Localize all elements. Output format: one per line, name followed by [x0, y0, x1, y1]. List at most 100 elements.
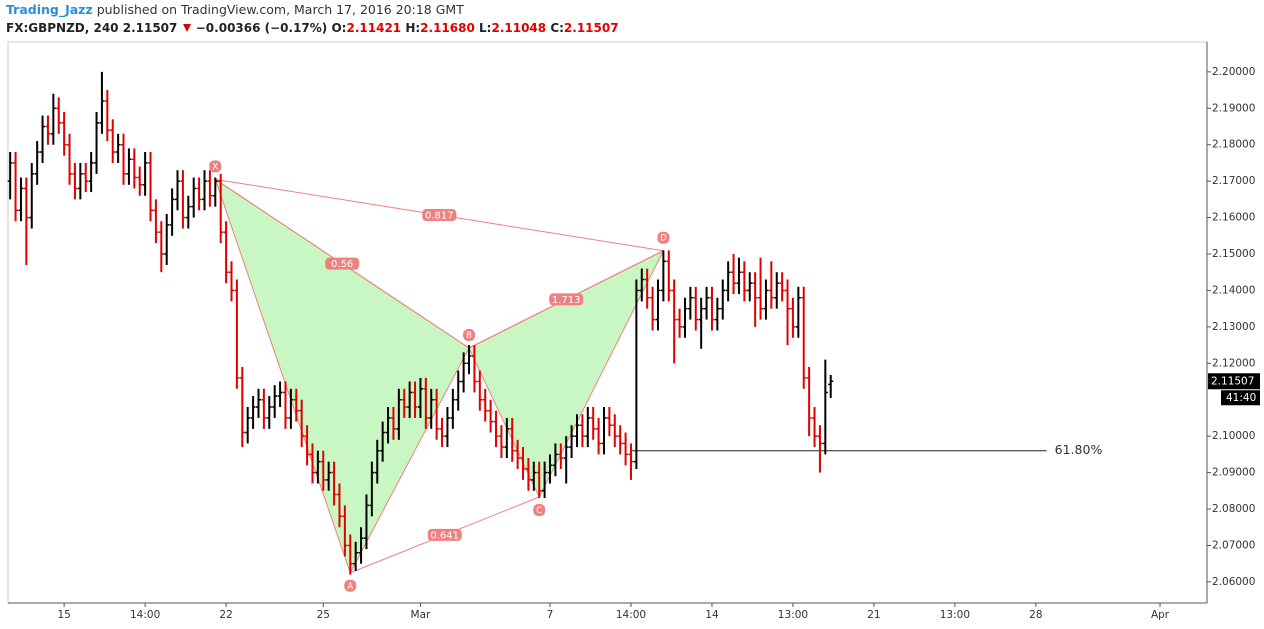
ohlc-bar	[747, 272, 753, 302]
ohlc-bar	[175, 170, 181, 211]
ohlc-bar	[94, 111, 100, 174]
author-link[interactable]: Trading_Jazz	[6, 2, 93, 17]
ohlc-bar	[277, 381, 283, 408]
ohlc-bar	[698, 297, 704, 349]
ohlc-bar	[655, 279, 661, 331]
ohlc-bar	[342, 505, 348, 557]
ohlc-bar	[61, 111, 67, 156]
ohlc-bar	[817, 425, 823, 473]
ohlc-bar	[336, 483, 342, 528]
publish-line: Trading_Jazz published on TradingView.co…	[6, 2, 464, 17]
ohlc-bar	[266, 396, 272, 429]
ohlc-bar	[56, 97, 62, 134]
y-tick-label: 2.09000	[1212, 467, 1255, 479]
ohlc-bar	[585, 407, 591, 448]
ohlc-bar	[228, 261, 234, 302]
ratio-badge	[422, 209, 457, 222]
ohlc-bar	[40, 115, 46, 163]
ohlc-bar	[401, 388, 407, 418]
pattern-point-label: X	[212, 162, 218, 172]
ohlc-bar	[196, 177, 202, 211]
down-arrow	[182, 24, 191, 32]
pattern-point-label: D	[660, 234, 667, 244]
ohlc-bar	[115, 133, 121, 163]
ohlc-bar	[272, 385, 278, 418]
ohlc-bar	[320, 450, 326, 491]
ohlc-bar	[558, 443, 564, 469]
ohlc-bar	[682, 297, 688, 338]
ohlc-bar	[504, 417, 510, 459]
ohlc-bar	[83, 162, 89, 193]
ohlc-bar	[158, 221, 164, 273]
y-tick-label: 2.16000	[1212, 212, 1255, 224]
ohlc-bar	[126, 148, 132, 185]
ohlc-bar	[644, 268, 650, 309]
pattern-point-badge	[463, 329, 476, 341]
ohlc-bar	[180, 170, 186, 229]
ohlc-bar	[396, 388, 402, 440]
x-tick-label: 13:00	[940, 609, 970, 621]
ohlc-bar	[234, 279, 240, 389]
ohlc-bar	[520, 447, 526, 480]
ohlc-bar	[282, 381, 288, 429]
price-label-box	[1208, 373, 1260, 390]
ohlc-bar	[542, 461, 548, 499]
high-value: 2.11680	[420, 21, 475, 35]
ohlc-bar	[202, 170, 208, 211]
ohlc-bar	[423, 377, 429, 429]
ohlc-bar	[752, 272, 758, 327]
y-tick-label: 2.07000	[1212, 539, 1255, 551]
ratio-label: 1.713	[552, 295, 581, 306]
countdown-box	[1221, 390, 1260, 406]
last-price: 2.11507	[122, 21, 178, 35]
ohlc-bar	[779, 272, 785, 302]
ohlc-bar	[795, 286, 801, 338]
ohlc-bar	[617, 425, 623, 455]
pattern-point-label: A	[347, 582, 353, 592]
y-tick-label: 2.19000	[1212, 102, 1255, 114]
ohlc-bar	[509, 417, 515, 462]
symbol-line: FX:GBPNZD, 240 2.11507 −0.00366 (−0.17%)…	[6, 21, 619, 35]
y-tick-label: 2.17000	[1212, 175, 1255, 187]
high-key: H:	[405, 21, 421, 35]
ohlc-bar	[666, 250, 672, 302]
ohlc-bar	[466, 345, 472, 375]
ohlc-bar	[633, 279, 639, 469]
ohlc-bar	[671, 279, 677, 364]
ratio-label: 0.56	[331, 259, 353, 270]
low-value: 2.11048	[491, 21, 547, 35]
ohlc-bar	[18, 177, 24, 222]
ohlc-bar	[288, 388, 294, 429]
pattern-point-badge	[209, 160, 222, 173]
ohlc-bar	[725, 261, 731, 302]
ohlc-bar	[34, 141, 40, 185]
ohlc-bar	[488, 399, 494, 433]
ohlc-bar	[191, 177, 197, 218]
ohlc-bar	[380, 421, 386, 462]
ohlc-bar	[790, 297, 796, 338]
ratio-label: 0.641	[430, 530, 459, 541]
close-key: C:	[550, 21, 564, 35]
ohlc-bar	[104, 90, 110, 142]
ohlc-bar	[293, 388, 299, 422]
ohlc-bar	[255, 388, 261, 418]
ohlc-bar	[363, 494, 369, 550]
ohlc-bar	[741, 261, 747, 302]
ohlc-bar	[693, 286, 699, 331]
ohlc-bar	[153, 199, 159, 244]
ohlc-bar	[525, 458, 531, 491]
pattern-triangle	[214, 178, 470, 575]
ohlc-bar	[590, 407, 596, 440]
ohlc-bar	[385, 407, 391, 444]
x-tick-label: 21	[867, 609, 880, 621]
ohlc-bar	[439, 417, 445, 448]
y-tick-label: 2.13000	[1212, 321, 1255, 333]
ohlc-bar	[477, 370, 483, 411]
ohlc-bar	[450, 388, 456, 429]
ohlc-bar	[347, 534, 353, 575]
ohlc-bar	[223, 221, 229, 284]
ohlc-bar	[606, 407, 612, 437]
ohlc-bar	[331, 461, 337, 506]
ohlc-bar	[353, 541, 359, 571]
ohlc-bar	[660, 250, 666, 302]
